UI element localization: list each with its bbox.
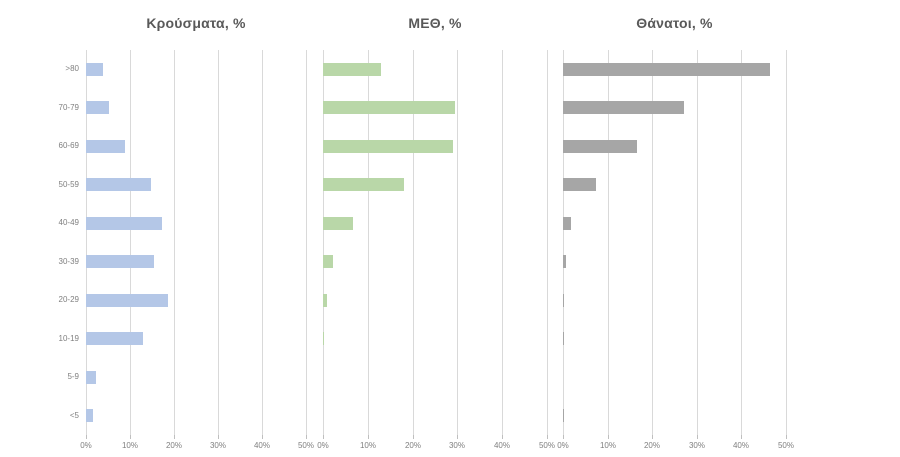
bar->80 — [86, 63, 104, 76]
chart-title-cases: Κρούσματα, % — [146, 15, 246, 31]
bar-40-49 — [323, 217, 354, 230]
axis-tick-mark — [218, 435, 219, 439]
axis-tick-mark — [697, 435, 698, 439]
gridline — [457, 50, 458, 435]
category-label: >80 — [65, 64, 79, 73]
x-tick-label: 30% — [448, 441, 465, 450]
gridline — [218, 50, 219, 435]
category-label: <5 — [69, 411, 79, 420]
axis-tick-mark — [368, 435, 369, 439]
gridline — [502, 50, 503, 435]
category-label: 20-29 — [58, 295, 79, 304]
gridline — [697, 50, 698, 435]
gridline — [130, 50, 131, 435]
x-tick-label: 0% — [557, 441, 569, 450]
axis-tick-mark — [563, 435, 564, 439]
bar-70-79 — [86, 101, 110, 114]
bar-40-49 — [86, 217, 162, 230]
x-tick-label: 10% — [359, 441, 376, 450]
category-label: 40-49 — [58, 218, 79, 227]
gridline — [741, 50, 742, 435]
gridline — [547, 50, 548, 435]
bar-20-29 — [563, 294, 565, 307]
category-label: 5-9 — [67, 372, 79, 381]
x-tick-label: 30% — [688, 441, 705, 450]
category-label: 60-69 — [58, 141, 79, 150]
bar-10-19 — [323, 332, 325, 345]
axis-tick-mark — [457, 435, 458, 439]
category-label: 30-39 — [58, 257, 79, 266]
chart-title-deaths: Θάνατοι, % — [636, 15, 713, 31]
bar-20-29 — [86, 294, 168, 307]
bar->80 — [563, 63, 771, 76]
x-tick-label: 20% — [404, 441, 421, 450]
x-tick-label: 10% — [121, 441, 138, 450]
category-label: 10-19 — [58, 334, 79, 343]
chart-title-icu: ΜΕΘ, % — [408, 15, 462, 31]
x-tick-label: 20% — [643, 441, 660, 450]
axis-tick-mark — [786, 435, 787, 439]
bar-70-79 — [323, 101, 455, 114]
axis-tick-mark — [413, 435, 414, 439]
axis-tick-mark — [306, 435, 307, 439]
x-tick-label: 50% — [777, 441, 794, 450]
gridline — [306, 50, 307, 435]
bar-<5 — [563, 409, 565, 422]
gridline — [608, 50, 609, 435]
axis-tick-mark — [652, 435, 653, 439]
bar-70-79 — [563, 101, 685, 114]
bar-20-29 — [323, 294, 328, 307]
bar-30-39 — [563, 255, 566, 268]
x-tick-label: 0% — [80, 441, 92, 450]
x-tick-label: 20% — [165, 441, 182, 450]
bar-60-69 — [323, 140, 454, 153]
x-tick-label: 30% — [209, 441, 226, 450]
gridline — [174, 50, 175, 435]
axis-tick-mark — [547, 435, 548, 439]
gridline — [652, 50, 653, 435]
x-tick-label: 40% — [253, 441, 270, 450]
axis-tick-mark — [174, 435, 175, 439]
category-label: 50-59 — [58, 180, 79, 189]
axis-tick-mark — [502, 435, 503, 439]
bar-30-39 — [323, 255, 333, 268]
x-tick-label: 0% — [317, 441, 329, 450]
axis-tick-mark — [741, 435, 742, 439]
category-label: 70-79 — [58, 103, 79, 112]
bar-50-59 — [563, 178, 597, 191]
axis-tick-mark — [130, 435, 131, 439]
x-tick-label: 10% — [599, 441, 616, 450]
axis-tick-mark — [262, 435, 263, 439]
bar-60-69 — [563, 140, 638, 153]
axis-tick-mark — [608, 435, 609, 439]
x-tick-label: 50% — [538, 441, 555, 450]
x-tick-label: 50% — [297, 441, 314, 450]
bar-30-39 — [86, 255, 155, 268]
gridline — [368, 50, 369, 435]
gridline — [323, 50, 324, 435]
bar-5-9 — [86, 371, 96, 384]
gridline — [262, 50, 263, 435]
bar-10-19 — [86, 332, 143, 345]
bar-50-59 — [323, 178, 405, 191]
bar-10-19 — [563, 332, 565, 345]
bar-<5 — [86, 409, 93, 422]
gridline — [86, 50, 87, 435]
gridline — [413, 50, 414, 435]
axis-tick-mark — [86, 435, 87, 439]
bar-40-49 — [563, 217, 572, 230]
axis-tick-mark — [323, 435, 324, 439]
gridline — [786, 50, 787, 435]
bar-50-59 — [86, 178, 152, 191]
bar->80 — [323, 63, 382, 76]
x-tick-label: 40% — [493, 441, 510, 450]
gridline — [563, 50, 564, 435]
x-tick-label: 40% — [732, 441, 749, 450]
bar-60-69 — [86, 140, 125, 153]
